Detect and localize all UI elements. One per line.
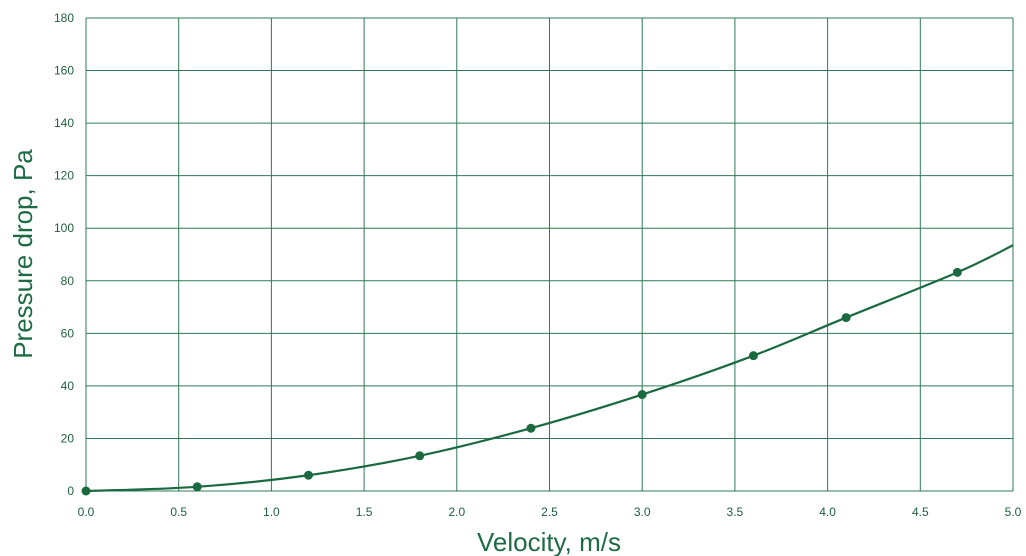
tick-layer: 0.0 0.5 1.0 1.5 2.0 2.5 3.0 3.5 4.0 4.5 5.0 0 20 40 60… — [54, 11, 1022, 519]
y-tick-label: 100 — [54, 221, 74, 235]
y-tick-label: 60 — [61, 326, 75, 340]
grid-layer — [85, 17, 1014, 492]
data-point — [81, 486, 91, 496]
x-tick-label: 2.0 — [448, 505, 465, 519]
y-tick-label: 160 — [54, 64, 74, 78]
data-point — [526, 423, 536, 433]
y-tick-label: 120 — [54, 169, 74, 183]
data-point — [952, 267, 962, 277]
y-tick-label: 20 — [61, 431, 75, 445]
data-point — [637, 390, 647, 400]
x-tick-label: 3.5 — [727, 505, 744, 519]
point-layer — [81, 267, 962, 496]
data-point — [415, 451, 425, 461]
x-tick-label: 1.0 — [263, 505, 280, 519]
x-tick-label: 4.5 — [912, 505, 929, 519]
data-point — [192, 482, 202, 492]
x-axis-title: Velocity, m/s — [477, 527, 621, 556]
y-tick-label: 0 — [67, 484, 74, 498]
x-tick-label: 0.0 — [78, 505, 95, 519]
x-tick-label: 1.5 — [356, 505, 373, 519]
y-axis-title: Pressure drop, Pa — [8, 149, 38, 359]
x-tick-label: 5.0 — [1005, 505, 1022, 519]
x-tick-label: 2.5 — [541, 505, 558, 519]
x-tick-label: 4.0 — [819, 505, 836, 519]
y-tick-label: 80 — [61, 274, 75, 288]
y-tick-label: 180 — [54, 11, 74, 25]
x-tick-label: 0.5 — [170, 505, 187, 519]
data-point — [841, 313, 851, 323]
series-line — [85, 244, 1014, 493]
x-tick-label: 3.0 — [634, 505, 651, 519]
data-point — [748, 351, 758, 361]
data-point — [303, 470, 313, 480]
y-tick-label: 140 — [54, 116, 74, 130]
y-tick-label: 40 — [61, 379, 75, 393]
